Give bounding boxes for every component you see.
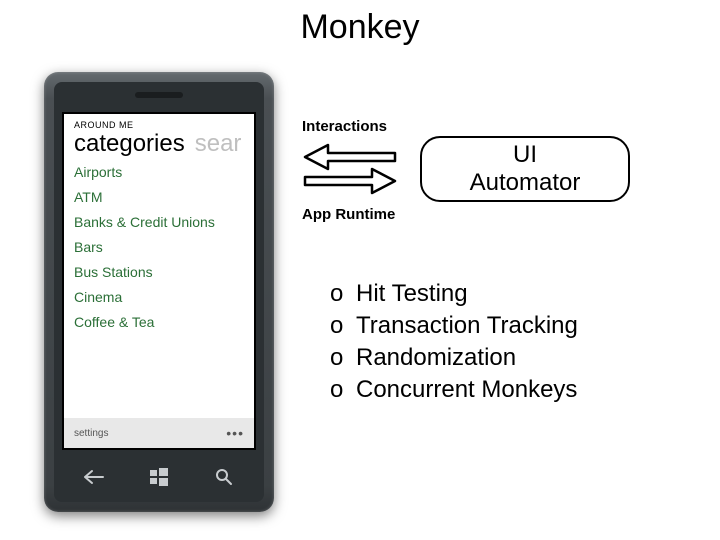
search-icon[interactable]: [204, 465, 244, 489]
feature-item: Randomization: [330, 344, 578, 372]
feature-item: Concurrent Monkeys: [330, 376, 578, 404]
feature-item: Transaction Tracking: [330, 312, 578, 340]
ui-automator-node: UI Automator: [420, 136, 630, 202]
label-interactions: Interactions: [302, 118, 387, 135]
phone-frame: AROUND ME categories sear Airports ATM B…: [44, 72, 274, 512]
appbar-more-icon[interactable]: •••: [226, 425, 244, 441]
label-app-runtime: App Runtime: [302, 206, 395, 223]
list-item[interactable]: Bars: [74, 237, 244, 258]
appbar-settings[interactable]: settings: [74, 428, 108, 439]
list-item[interactable]: ATM: [74, 187, 244, 208]
phone-speaker: [135, 92, 183, 98]
slide-title: Monkey: [0, 8, 720, 47]
phone-screen-content: AROUND ME categories sear Airports ATM B…: [64, 114, 254, 448]
feature-list: Hit Testing Transaction Tracking Randomi…: [330, 280, 578, 408]
pivot-primary[interactable]: categories: [74, 130, 185, 158]
list-item[interactable]: Coffee & Tea: [74, 312, 244, 333]
pivot-secondary[interactable]: sear: [195, 130, 242, 158]
list-item[interactable]: Cinema: [74, 287, 244, 308]
feature-item: Hit Testing: [330, 280, 578, 308]
node-line1: UI: [470, 141, 581, 169]
back-icon[interactable]: [74, 465, 114, 489]
appbar: settings •••: [64, 418, 254, 448]
bidirectional-arrows-icon: [300, 138, 400, 198]
app-header: AROUND ME: [64, 114, 254, 130]
list-item[interactable]: Airports: [74, 162, 244, 183]
list-item[interactable]: Banks & Credit Unions: [74, 212, 244, 233]
windows-icon[interactable]: [139, 465, 179, 489]
phone-screen: AROUND ME categories sear Airports ATM B…: [62, 112, 256, 450]
node-line2: Automator: [470, 169, 581, 197]
pivot-header: categories sear: [64, 130, 254, 162]
list-item[interactable]: Bus Stations: [74, 262, 244, 283]
category-list: Airports ATM Banks & Credit Unions Bars …: [64, 162, 254, 418]
hardware-buttons: [62, 462, 256, 492]
